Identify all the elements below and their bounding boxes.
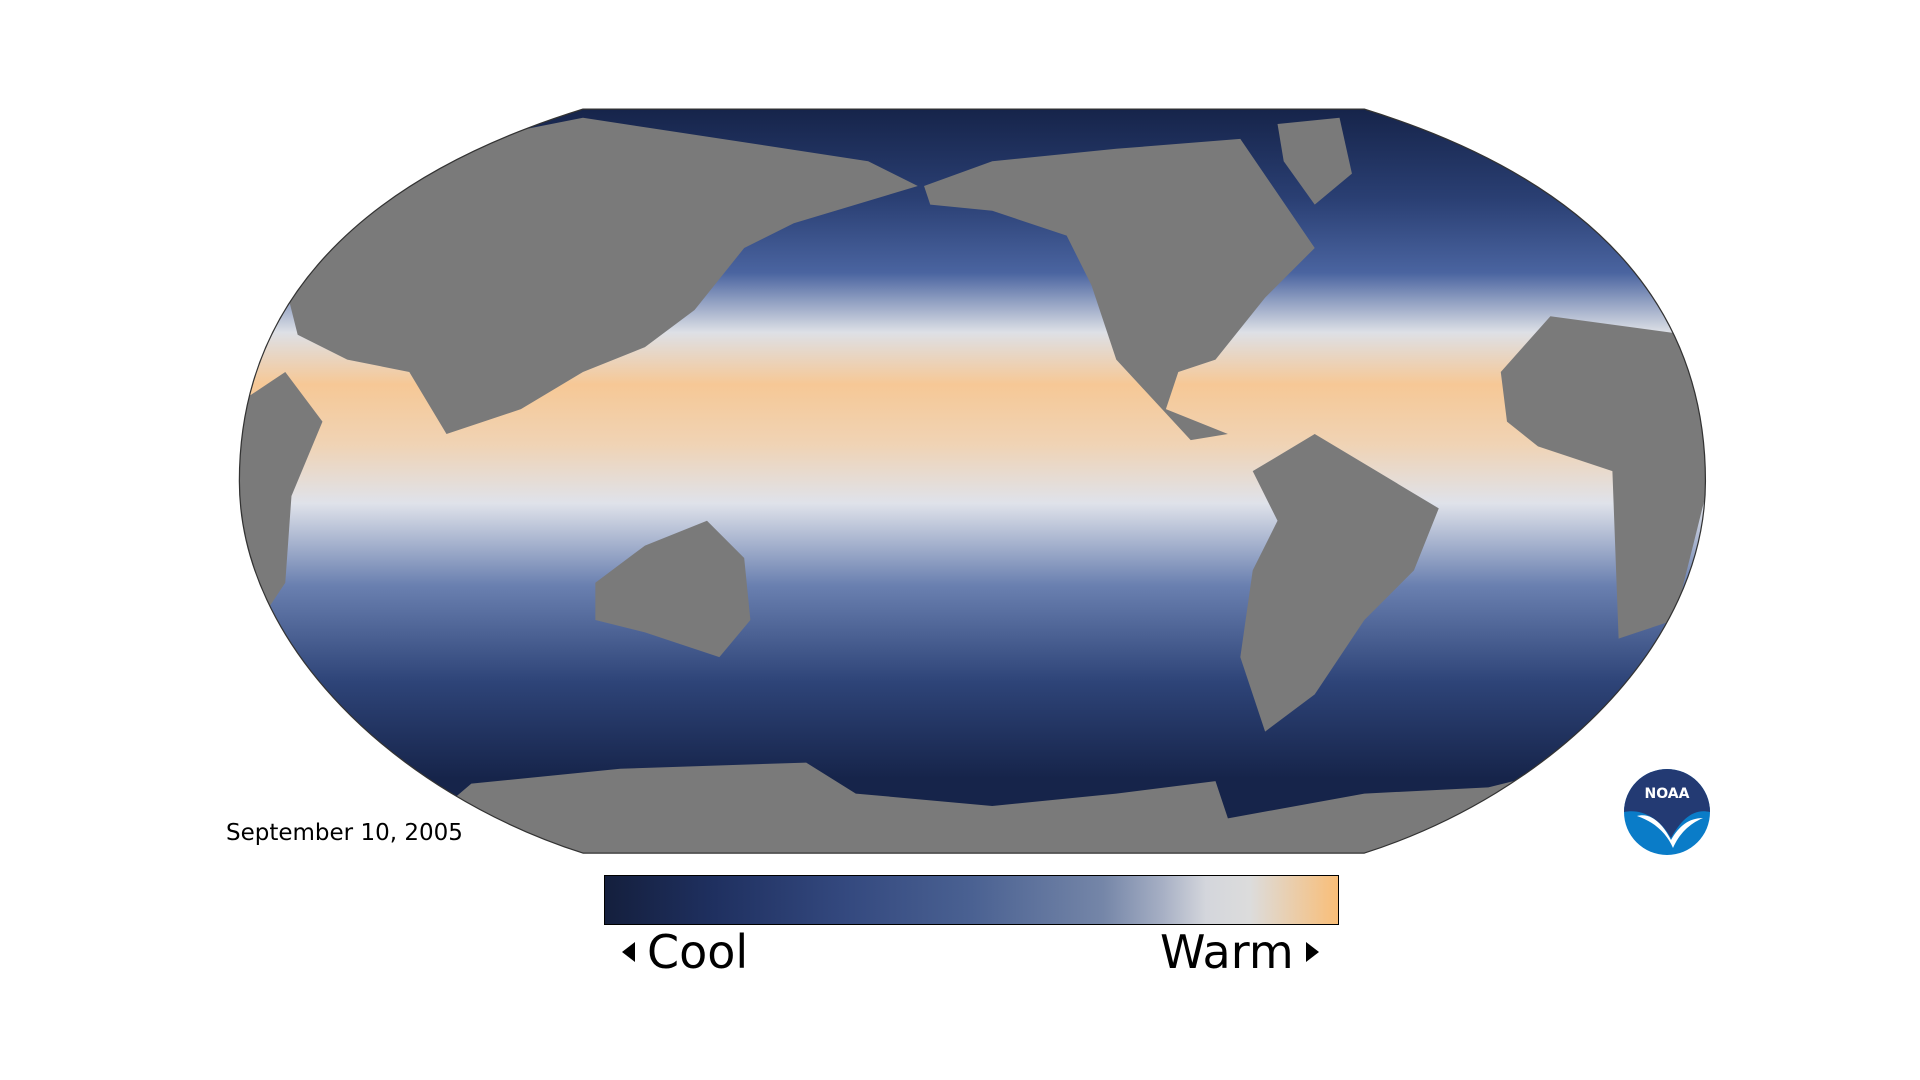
cool-label: Cool [622,925,748,979]
land-south-america [1240,433,1439,732]
temperature-colorbar [604,875,1339,925]
land-australia [595,520,751,658]
warm-label: Warm [1160,925,1319,979]
date-label: September 10, 2005 [226,820,463,846]
noaa-logo: NOAA [1624,769,1710,855]
triangle-right-icon [1305,942,1319,962]
map-outline [238,108,1707,854]
warm-text: Warm [1160,925,1294,979]
land-greenland [1277,117,1352,205]
land-africa [1500,316,1706,639]
cool-text: Cool [647,925,749,979]
triangle-left-icon [622,942,635,962]
land-eurasia [239,117,918,434]
svg-text:NOAA: NOAA [1645,786,1690,802]
land-antarctica [372,762,1588,854]
land-north-america [924,138,1315,441]
land-africa-west-edge [239,371,323,620]
